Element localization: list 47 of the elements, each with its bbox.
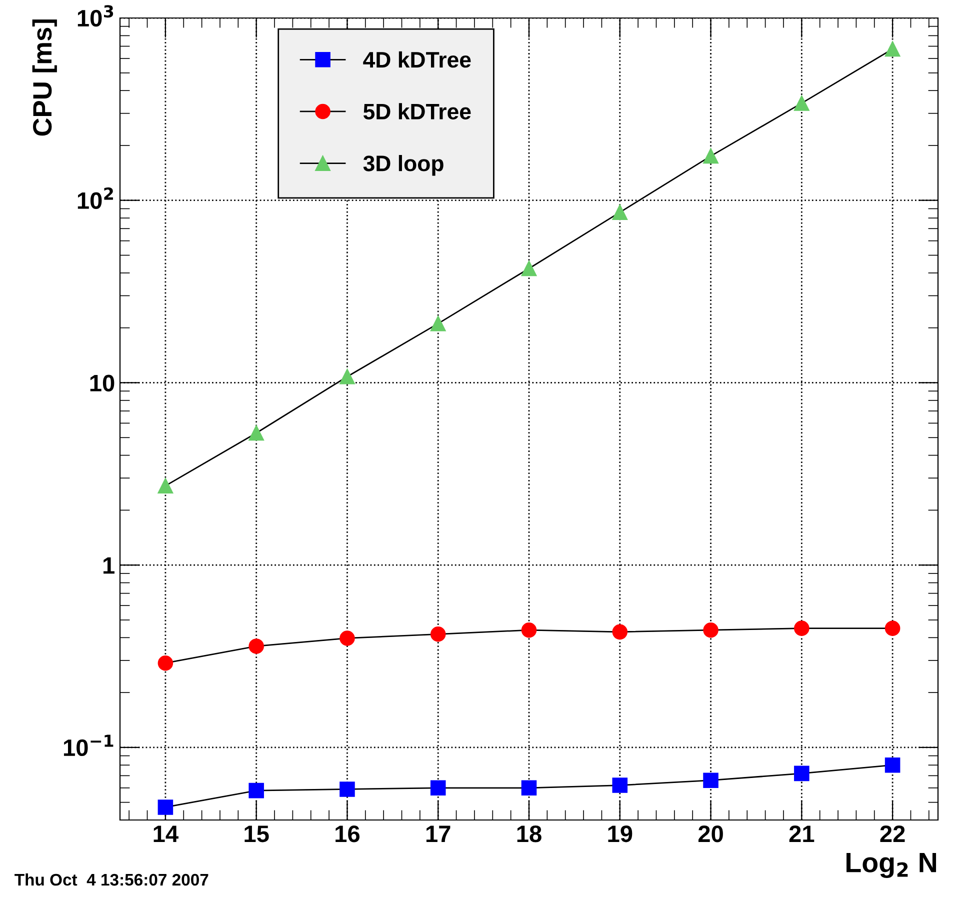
point (884, 41, 900, 57)
legend-label: 3D loop (363, 154, 444, 176)
x-tick-label: 22 (880, 825, 905, 842)
y-tick-label: 10 (90, 374, 114, 392)
point (884, 757, 900, 773)
x-tick-label: 21 (789, 825, 814, 842)
point (521, 780, 537, 796)
point (703, 772, 718, 788)
x-tick-label: 14 (154, 826, 178, 842)
x-tick-label: 19 (608, 825, 632, 842)
point (340, 782, 355, 797)
legend-label: 4D kDTree (363, 51, 471, 68)
x-tick-label: 20 (698, 825, 723, 842)
point (248, 782, 264, 798)
x-tick-label: 17 (426, 826, 450, 842)
y-tick-label: 1 (103, 557, 114, 574)
point (158, 478, 174, 494)
y-tick-label: 10$^{3}$ (78, 5, 114, 27)
point (248, 425, 264, 441)
y-axis-title: CPU [ms] (32, 19, 57, 136)
point (612, 204, 628, 220)
point (248, 638, 264, 654)
y-tick-label: 10$^{−1}$ (64, 734, 114, 756)
point (340, 630, 355, 646)
point (430, 316, 446, 332)
x-axis-title: Log$_{2}$ N (846, 853, 936, 878)
point (521, 622, 537, 638)
point (158, 655, 174, 671)
point (430, 626, 446, 642)
x-tick-label: 15 (244, 826, 269, 842)
point (794, 620, 810, 636)
x-tick-label: 16 (336, 825, 360, 842)
point (521, 260, 537, 276)
point (794, 766, 810, 782)
point (794, 96, 810, 111)
point (612, 624, 628, 640)
point (158, 800, 174, 815)
point (703, 622, 718, 638)
point (612, 778, 628, 793)
y-tick-label: 10$^{2}$ (78, 187, 113, 209)
x-tick-label: 18 (517, 825, 542, 842)
text: Thu Oct 4 13:56:07 2007 (14, 873, 208, 886)
point (430, 780, 446, 796)
point (703, 148, 718, 164)
legend-label: 5D kDTree (363, 103, 471, 120)
point (884, 620, 900, 636)
point (340, 368, 355, 384)
